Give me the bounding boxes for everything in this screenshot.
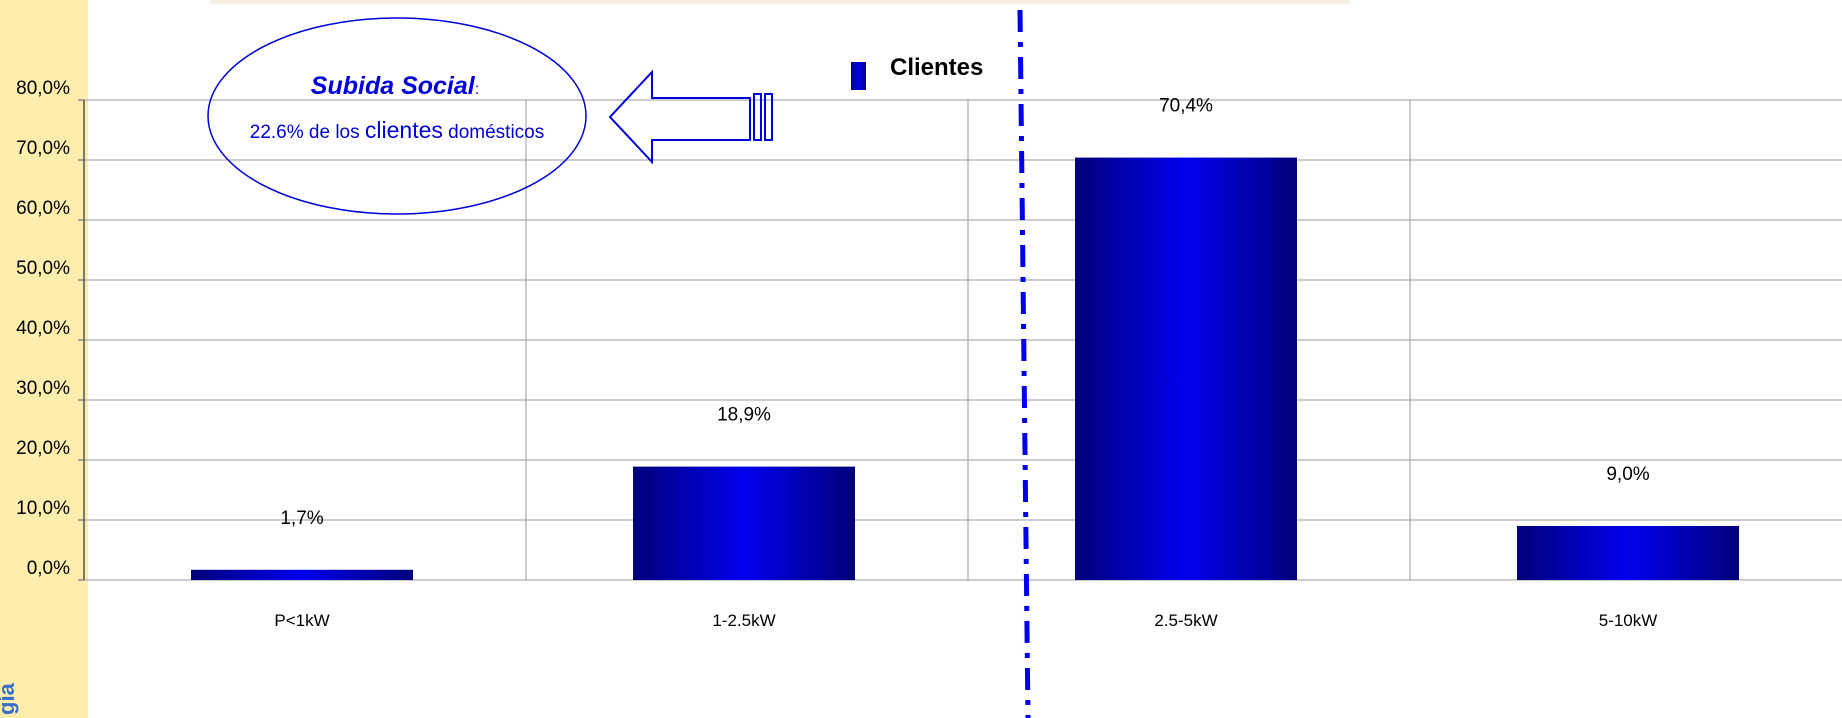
value-label: 18,9% <box>717 405 771 426</box>
arrow-left-icon <box>608 69 773 165</box>
y-tick-label: 30,0% <box>16 378 70 399</box>
bar-1 <box>633 466 855 580</box>
x-tick-label: 2.5-5kW <box>1154 611 1217 630</box>
annotation-title: Subida Social: <box>311 72 479 100</box>
y-axis-ticks: 0,0% 10,0% 20,0% 30,0% 40,0% 50,0% 60,0% 70,0% 8… <box>16 78 70 579</box>
annotation-ellipse <box>207 17 587 215</box>
x-axis-labels: P<1kW 1-2.5kW 2.5-5kW 5-10kW <box>274 611 1657 630</box>
y-tick-label: 40,0% <box>16 318 70 339</box>
annotation-text-pre: 22.6% de los <box>250 122 365 143</box>
grid-lines <box>78 99 1842 581</box>
y-tick-label: 0,0% <box>27 558 70 579</box>
y-tick-label: 50,0% <box>16 258 70 279</box>
annotation-text-post: domésticos <box>443 122 544 143</box>
y-tick-label: 10,0% <box>16 498 70 519</box>
y-tick-label: 70,0% <box>16 138 70 159</box>
x-tick-label: P<1kW <box>274 611 329 630</box>
x-tick-label: 1-2.5kW <box>712 611 775 630</box>
value-label: 9,0% <box>1606 464 1649 485</box>
value-labels: 1,7% 18,9% 70,4% 9,0% <box>280 96 1649 529</box>
legend-swatch <box>851 62 866 90</box>
top-band <box>210 0 1350 4</box>
y-tick-label: 20,0% <box>16 438 70 459</box>
annotation-title-suffix: : <box>475 81 479 98</box>
annotation-title-text: Subida Social <box>311 72 476 100</box>
y-tick-label: 60,0% <box>16 198 70 219</box>
x-tick-label: 5-10kW <box>1599 611 1658 630</box>
legend-label: Clientes <box>890 54 983 81</box>
annotation-text-highlight: clientes <box>365 117 443 143</box>
value-label: 1,7% <box>280 508 323 529</box>
y-tick-label: 80,0% <box>16 78 70 99</box>
bar-3 <box>1517 526 1739 580</box>
bars <box>191 157 1739 580</box>
divider-line <box>1017 9 1031 718</box>
value-label: 70,4% <box>1159 96 1213 117</box>
annotation-text: 22.6% de los clientes domésticos <box>250 117 545 143</box>
bar-2 <box>1075 157 1297 580</box>
bar-0 <box>191 569 413 580</box>
sidebar-panel: gía <box>0 0 88 718</box>
